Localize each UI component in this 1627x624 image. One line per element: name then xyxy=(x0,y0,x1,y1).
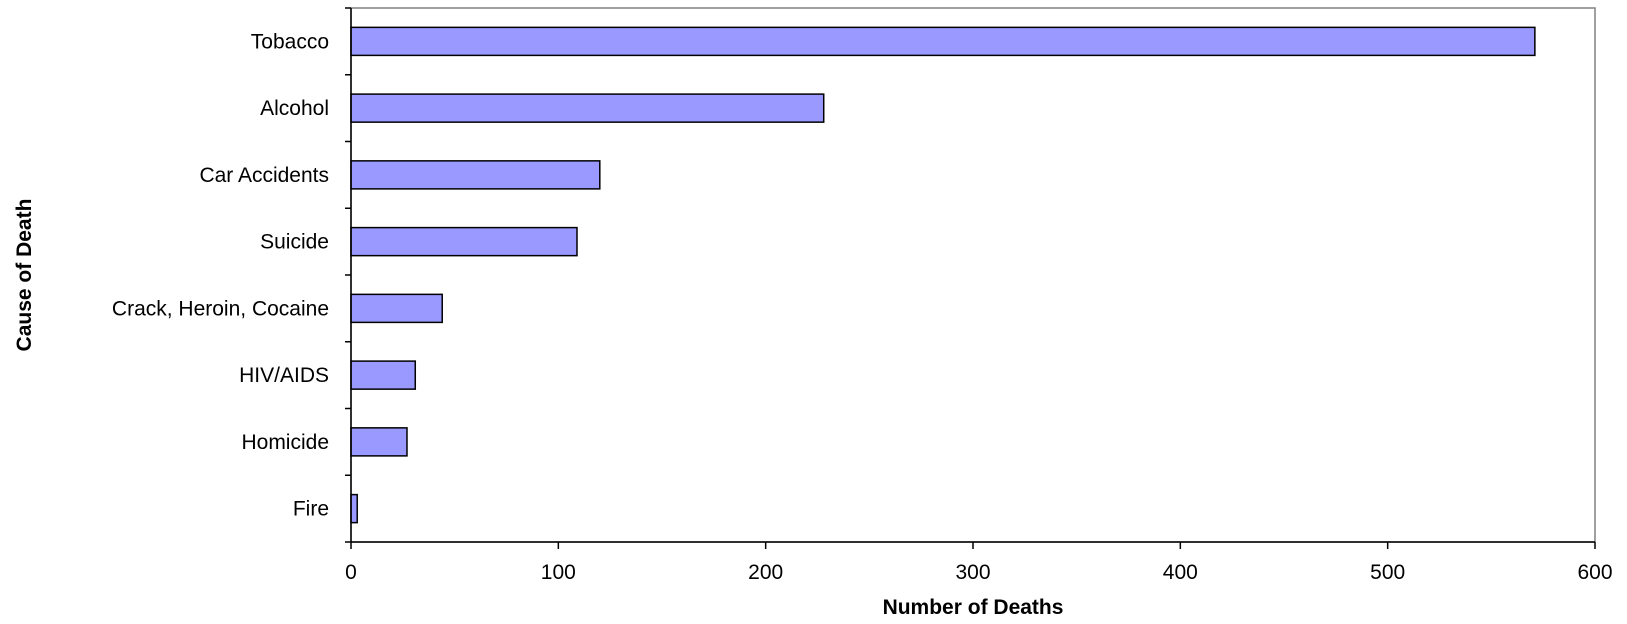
category-label: Homicide xyxy=(241,431,329,454)
x-axis-title: Number of Deaths xyxy=(883,596,1064,619)
category-label: Car Accidents xyxy=(199,164,329,187)
bar-alcohol xyxy=(350,93,825,123)
plot-frame xyxy=(350,7,1596,543)
x-tick-label: 100 xyxy=(541,561,576,584)
x-tick-label: 400 xyxy=(1163,561,1198,584)
x-tick-label: 500 xyxy=(1370,561,1405,584)
bar-tobacco xyxy=(350,26,1536,57)
y-axis-title: Cause of Death xyxy=(13,199,36,352)
category-label: Alcohol xyxy=(260,97,329,120)
x-tick-label: 300 xyxy=(955,561,990,584)
bar-hiv-aids xyxy=(350,360,417,390)
bar-fire xyxy=(350,493,358,524)
x-tick-label: 200 xyxy=(748,561,783,584)
bar-car-accidents xyxy=(350,160,601,190)
axes-layer xyxy=(345,7,1596,549)
bar-homicide xyxy=(350,427,408,457)
bar-suicide xyxy=(350,226,578,257)
x-tick-label: 600 xyxy=(1577,561,1612,584)
category-label: Tobacco xyxy=(251,30,329,53)
labels-layer: Tobacco Alcohol Car Accidents Suicide Crack,… xyxy=(112,30,1613,584)
category-label: Crack, Heroin, Cocaine xyxy=(112,297,329,320)
category-label: Fire xyxy=(293,498,329,521)
bar-crack-heroin-cocaine xyxy=(350,293,443,324)
category-label: Suicide xyxy=(260,231,329,254)
x-tick-label: 0 xyxy=(345,561,357,584)
bars-layer xyxy=(350,26,1536,524)
category-label: HIV/AIDS xyxy=(239,364,329,387)
